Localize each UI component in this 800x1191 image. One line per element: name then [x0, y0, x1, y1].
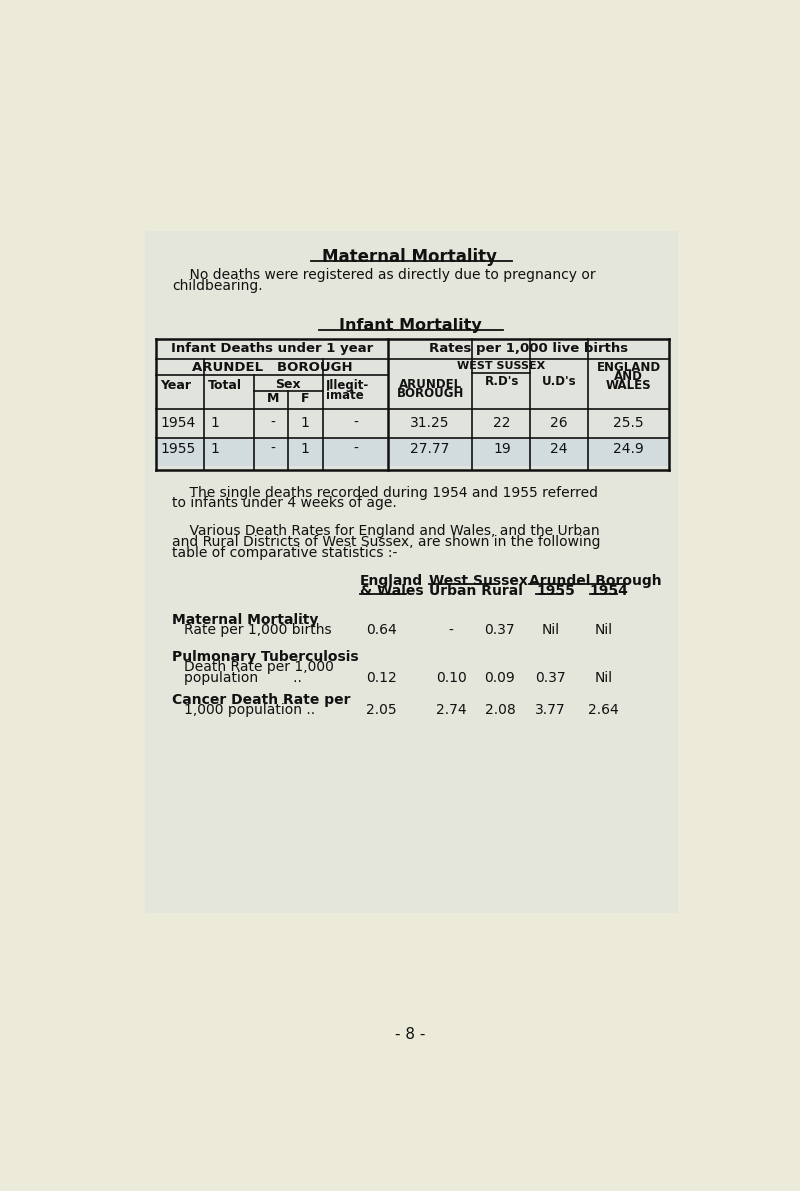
- Text: -: -: [354, 442, 358, 456]
- Text: 1955: 1955: [161, 442, 196, 456]
- Text: Year: Year: [160, 379, 190, 392]
- Text: & Wales: & Wales: [360, 584, 423, 598]
- Text: Illegit-: Illegit-: [326, 379, 370, 392]
- Text: Death Rate per 1,000: Death Rate per 1,000: [184, 660, 334, 674]
- Text: Total: Total: [208, 379, 242, 392]
- Text: Infant Mortality: Infant Mortality: [338, 318, 482, 333]
- Text: -: -: [449, 623, 454, 637]
- Text: Maternal Mortality: Maternal Mortality: [322, 249, 498, 267]
- Text: 2.05: 2.05: [366, 704, 397, 717]
- Text: -: -: [270, 442, 275, 456]
- Text: No deaths were registered as directly due to pregnancy or: No deaths were registered as directly du…: [172, 268, 596, 282]
- Text: Pulmonary Tuberculosis: Pulmonary Tuberculosis: [172, 649, 358, 663]
- Text: -: -: [270, 416, 275, 430]
- Text: 19: 19: [494, 442, 511, 456]
- Text: 0.37: 0.37: [535, 672, 566, 685]
- Text: 24: 24: [550, 442, 567, 456]
- Text: ENGLAND: ENGLAND: [597, 361, 661, 374]
- Text: 2.74: 2.74: [436, 704, 466, 717]
- Text: Arundel Borough: Arundel Borough: [529, 574, 662, 588]
- Text: ARUNDEL   BOROUGH: ARUNDEL BOROUGH: [192, 361, 352, 374]
- Text: 0.12: 0.12: [366, 672, 397, 685]
- Text: childbearing.: childbearing.: [172, 279, 262, 293]
- Text: 1: 1: [210, 442, 219, 456]
- Text: Sex: Sex: [275, 378, 301, 391]
- Text: 3.77: 3.77: [535, 704, 566, 717]
- Text: F: F: [301, 392, 310, 405]
- Text: Rate per 1,000 births: Rate per 1,000 births: [184, 623, 331, 637]
- Text: 1: 1: [210, 416, 219, 430]
- Bar: [157, 438, 668, 467]
- Text: 0.37: 0.37: [485, 623, 515, 637]
- Text: -: -: [354, 416, 358, 430]
- Text: and Rural Districts of West Sussex, are shown in the following: and Rural Districts of West Sussex, are …: [172, 535, 601, 549]
- Text: to infants under 4 weeks of age.: to infants under 4 weeks of age.: [172, 497, 397, 511]
- Text: R.D's: R.D's: [485, 375, 519, 388]
- Text: 1: 1: [301, 416, 310, 430]
- Text: 2.08: 2.08: [485, 704, 515, 717]
- Text: 24.9: 24.9: [613, 442, 644, 456]
- Text: Maternal Mortality: Maternal Mortality: [172, 612, 318, 626]
- Text: ARUNDEL: ARUNDEL: [398, 378, 462, 391]
- Text: The single deaths recorded during 1954 and 1955 referred: The single deaths recorded during 1954 a…: [172, 486, 598, 499]
- Text: U.D's: U.D's: [542, 375, 576, 388]
- Text: AND: AND: [614, 370, 643, 384]
- Text: Cancer Death Rate per: Cancer Death Rate per: [172, 693, 350, 706]
- Text: population        ..: population ..: [184, 672, 302, 685]
- Text: Nil: Nil: [542, 623, 559, 637]
- Text: M: M: [266, 392, 279, 405]
- Text: 1: 1: [301, 442, 310, 456]
- Text: Urban Rural: Urban Rural: [430, 584, 523, 598]
- Text: West Sussex: West Sussex: [430, 574, 528, 588]
- Text: - 8 -: - 8 -: [395, 1027, 425, 1042]
- Text: 26: 26: [550, 416, 568, 430]
- Text: Nil: Nil: [594, 623, 613, 637]
- Text: 0.64: 0.64: [366, 623, 397, 637]
- Text: 25.5: 25.5: [614, 416, 644, 430]
- Text: WALES: WALES: [606, 379, 651, 392]
- Bar: [145, 231, 678, 913]
- Text: 1954: 1954: [590, 584, 629, 598]
- Text: 31.25: 31.25: [410, 416, 450, 430]
- Text: imate: imate: [326, 388, 364, 401]
- Text: 0.10: 0.10: [436, 672, 466, 685]
- Text: table of comparative statistics :-: table of comparative statistics :-: [172, 545, 398, 560]
- Bar: [156, 339, 669, 470]
- Text: Infant Deaths under 1 year: Infant Deaths under 1 year: [171, 342, 373, 355]
- Text: 2.64: 2.64: [588, 704, 619, 717]
- Text: Rates per 1,000 live births: Rates per 1,000 live births: [429, 342, 628, 355]
- Text: Various Death Rates for England and Wales, and the Urban: Various Death Rates for England and Wale…: [172, 524, 600, 538]
- Text: WEST SUSSEX: WEST SUSSEX: [457, 361, 545, 370]
- Text: England: England: [360, 574, 422, 588]
- Text: 0.09: 0.09: [485, 672, 515, 685]
- Text: BOROUGH: BOROUGH: [397, 387, 464, 400]
- Text: 1955: 1955: [536, 584, 575, 598]
- Text: 1954: 1954: [161, 416, 196, 430]
- Text: 1,000 population ..: 1,000 population ..: [184, 704, 315, 717]
- Text: 22: 22: [494, 416, 511, 430]
- Text: 27.77: 27.77: [410, 442, 450, 456]
- Text: Nil: Nil: [594, 672, 613, 685]
